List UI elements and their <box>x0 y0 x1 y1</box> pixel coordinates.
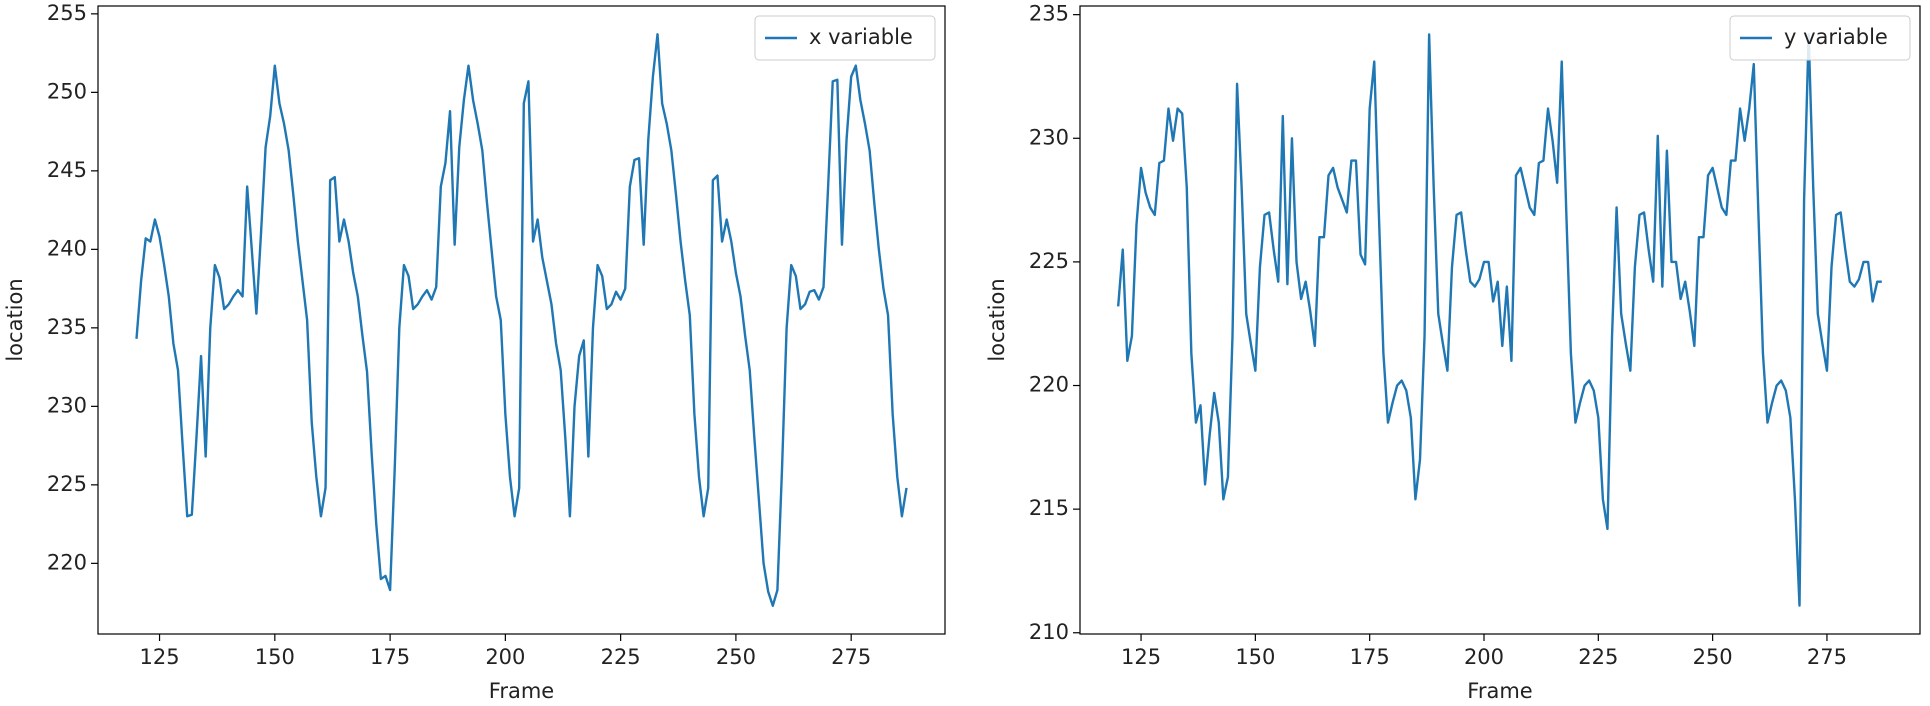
y-tick-label: 220 <box>47 550 87 574</box>
x-tick-label: 175 <box>1350 645 1390 669</box>
y-axis-label: location <box>3 278 27 361</box>
y-tick-label: 215 <box>1029 496 1069 520</box>
x-tick-label: 225 <box>601 645 641 669</box>
legend-box <box>754 15 936 61</box>
y-tick-label: 230 <box>47 393 87 417</box>
x-tick-label: 125 <box>1121 645 1161 669</box>
y-tick-label: 245 <box>47 158 87 182</box>
legend-label: x variable <box>809 25 913 49</box>
x-tick-label: 200 <box>1464 645 1504 669</box>
y-tick-label: 250 <box>47 79 87 103</box>
legend: y variable <box>1729 15 1911 61</box>
x-tick-label: 150 <box>255 645 295 669</box>
x-tick-label: 200 <box>485 645 525 669</box>
x-tick-label: 125 <box>140 645 180 669</box>
y-tick-label: 225 <box>47 472 87 496</box>
y-tick-label: 225 <box>1029 249 1069 273</box>
x-axis-label: Frame <box>1467 679 1532 703</box>
y-tick-label: 210 <box>1029 620 1069 644</box>
x-tick-label: 250 <box>716 645 756 669</box>
legend: x variable <box>754 15 936 61</box>
y-axis-label: location <box>985 278 1009 361</box>
legend-label: y variable <box>1784 25 1888 49</box>
legend-box <box>1729 15 1911 61</box>
y-tick-label: 255 <box>47 1 87 25</box>
x-axis-label: Frame <box>489 679 554 703</box>
x-tick-label: 275 <box>1807 645 1847 669</box>
x-tick-label: 175 <box>370 645 410 669</box>
data-line <box>135 33 908 607</box>
x-tick-label: 250 <box>1693 645 1733 669</box>
y-tick-label: 230 <box>1029 125 1069 149</box>
y-tick-label: 240 <box>47 236 87 260</box>
y-tick-label: 235 <box>47 315 87 339</box>
x-tick-label: 225 <box>1578 645 1618 669</box>
x-tick-label: 150 <box>1235 645 1275 669</box>
y-tick-label: 235 <box>1029 2 1069 26</box>
y-tick-label: 220 <box>1029 373 1069 397</box>
x-tick-label: 275 <box>831 645 871 669</box>
data-line <box>1116 33 1882 607</box>
